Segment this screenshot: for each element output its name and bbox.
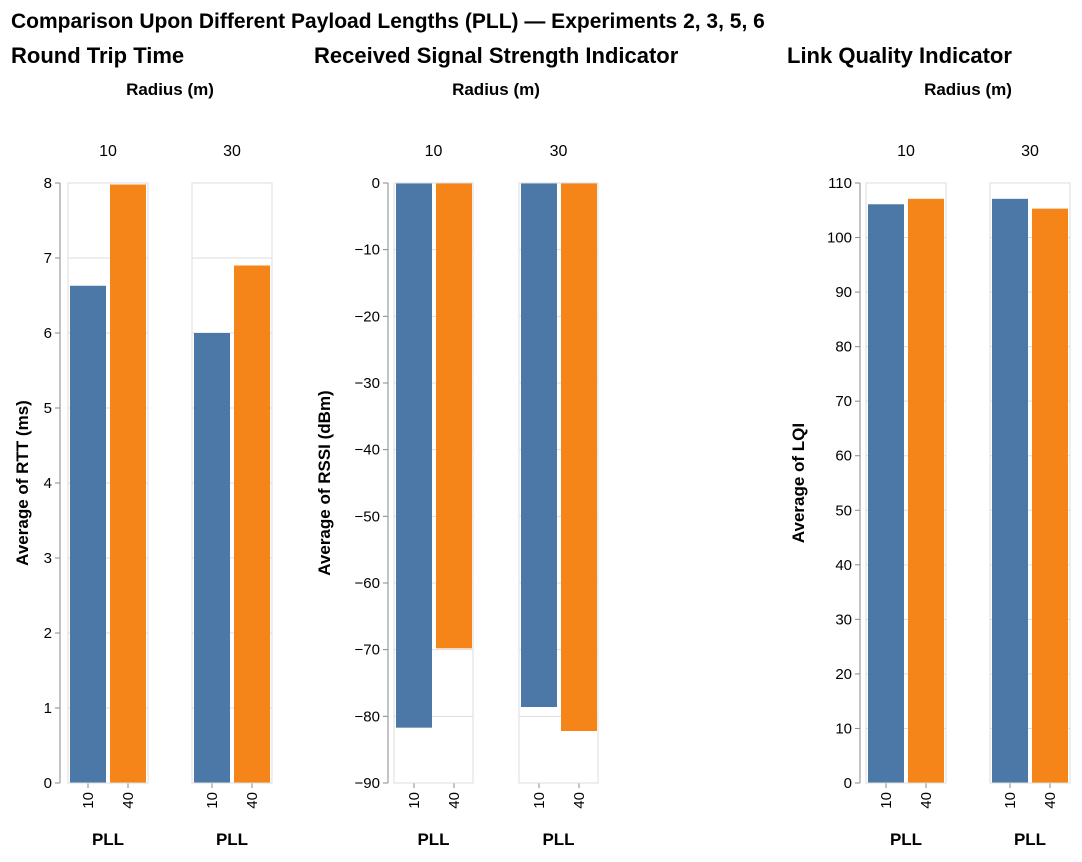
x-tick-label: 40 (1042, 792, 1059, 809)
y-tick-label: 90 (835, 284, 852, 301)
page-title: Comparison Upon Different Payload Length… (11, 10, 765, 33)
facet-panel-frame (518, 182, 599, 784)
bar-pll-40-radius-10 (436, 183, 472, 649)
x-axis-title: PLL (92, 830, 124, 849)
bar-pll-10-radius-10 (396, 183, 432, 728)
y-tick-label: 0 (44, 775, 52, 792)
x-tick-label: 10 (531, 792, 548, 809)
bar-pll-40-radius-10 (908, 198, 944, 783)
facet-panel-frame (865, 182, 947, 784)
x-tick-label: 40 (120, 792, 137, 809)
y-tick-label: 50 (835, 502, 852, 519)
facet-panel-frame (989, 182, 1071, 784)
facet-label: 10 (897, 143, 915, 160)
y-tick-label: 40 (835, 557, 852, 574)
facet-panel-frame (67, 182, 149, 784)
x-tick-label: 40 (244, 792, 261, 809)
facet-label: 10 (425, 143, 443, 160)
bar-pll-40-radius-30 (234, 265, 270, 783)
y-tick-label: 30 (835, 611, 852, 628)
x-tick-label: 10 (878, 792, 895, 809)
x-tick-label: 10 (1002, 792, 1019, 809)
facet-label: 30 (550, 143, 568, 160)
facet-label: 30 (1021, 143, 1039, 160)
y-tick-label: 0 (844, 775, 852, 792)
bar-pll-10-radius-10 (868, 204, 904, 784)
y-tick-label: 4 (44, 475, 52, 492)
y-tick-label: 0 (372, 175, 380, 192)
y-tick-label: 110 (828, 175, 852, 192)
x-tick-label: 40 (571, 792, 588, 809)
x-tick-label: 10 (406, 792, 423, 809)
x-axis-title: PLL (417, 830, 449, 849)
y-tick-label: 80 (835, 339, 852, 356)
y-tick-label: 60 (835, 448, 852, 465)
y-tick-label: −40 (355, 442, 380, 459)
facet-header: Radius (m) (924, 80, 1012, 99)
chart-title: Received Signal Strength Indicator (314, 43, 679, 68)
y-tick-label: 8 (44, 175, 52, 192)
bar-pll-10-radius-30 (992, 198, 1028, 783)
bar-pll-10-radius-30 (521, 183, 557, 707)
y-tick-label: 3 (44, 550, 52, 567)
x-tick-label: 10 (204, 792, 221, 809)
y-tick-label: 100 (827, 230, 852, 247)
y-tick-label: 5 (44, 400, 52, 417)
facet-panel-frame (191, 182, 273, 784)
y-tick-label: 7 (44, 250, 52, 267)
x-axis-title: PLL (216, 830, 248, 849)
y-tick-label: 10 (835, 720, 852, 737)
y-tick-label: −20 (355, 308, 380, 325)
y-tick-label: 6 (44, 325, 52, 342)
bar-pll-40-radius-30 (561, 183, 597, 731)
y-tick-label: −60 (355, 575, 380, 592)
facet-header: Radius (m) (452, 80, 540, 99)
facet-label: 30 (223, 143, 241, 160)
y-tick-label: 70 (835, 393, 852, 410)
y-tick-label: −70 (355, 642, 380, 659)
y-tick-label: −50 (355, 508, 380, 525)
facet-header: Radius (m) (126, 80, 214, 99)
facet-panel-frame (393, 182, 474, 784)
y-tick-label: −80 (355, 708, 380, 725)
chart-title: Link Quality Indicator (787, 43, 1012, 68)
bar-pll-40-radius-10 (110, 184, 146, 783)
y-tick-label: 20 (835, 666, 852, 683)
x-tick-label: 10 (80, 792, 97, 809)
chart-title: Round Trip Time (11, 43, 184, 68)
y-tick-label: 2 (44, 625, 52, 642)
x-axis-title: PLL (542, 830, 574, 849)
x-axis-title: PLL (1014, 830, 1046, 849)
y-axis-title: Average of RTT (ms) (13, 400, 32, 566)
y-tick-label: 1 (44, 700, 52, 717)
bar-pll-10-radius-10 (70, 285, 106, 783)
y-tick-label: −30 (355, 375, 380, 392)
y-tick-label: −90 (355, 775, 380, 792)
facet-label: 10 (99, 143, 117, 160)
bar-pll-10-radius-30 (194, 333, 230, 783)
bar-pll-40-radius-30 (1032, 208, 1068, 784)
x-tick-label: 40 (918, 792, 935, 809)
y-tick-label: −10 (355, 242, 380, 259)
x-tick-label: 40 (446, 792, 463, 809)
x-axis-title: PLL (890, 830, 922, 849)
y-axis-title: Average of LQI (789, 423, 808, 543)
y-axis-title: Average of RSSI (dBm) (315, 390, 334, 575)
